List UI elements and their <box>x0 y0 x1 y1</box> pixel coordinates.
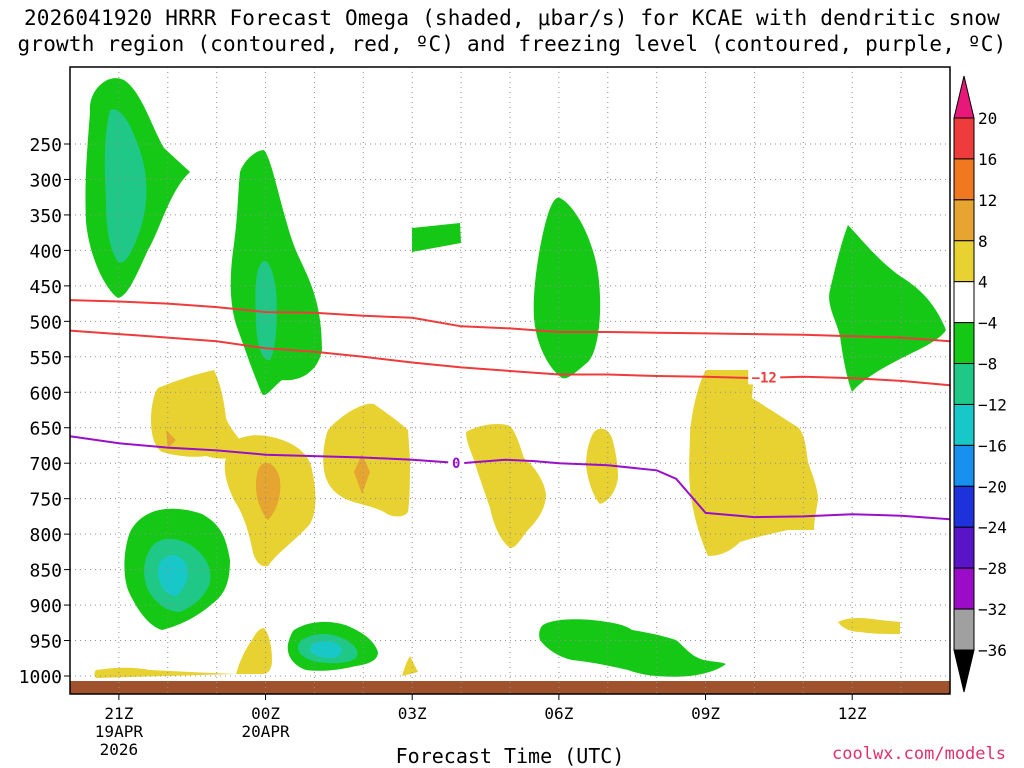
colorbar-label-2: 12 <box>978 191 997 210</box>
omega-region-yellow-02z <box>323 403 410 517</box>
y-tick-label-800: 800 <box>29 525 62 546</box>
colorbar-swatch-12 <box>953 608 975 651</box>
y-tick-label-1000: 1000 <box>19 667 62 688</box>
y-tick-label-350: 350 <box>29 206 62 227</box>
colorbar-label-0: 20 <box>978 109 997 128</box>
omega-region-lower-left-core <box>158 555 188 596</box>
colorbar-label-1: 16 <box>978 150 997 169</box>
colorbar-swatch-1 <box>953 158 975 201</box>
omega-shaded-regions <box>85 78 946 678</box>
chart-title-line-1: 2026041920 HRRR Forecast Omega (shaded, … <box>23 6 1001 30</box>
colorbar-label-3: 8 <box>978 232 988 251</box>
omega-region-low-core <box>310 641 342 658</box>
y-tick-label-650: 650 <box>29 419 62 440</box>
omega-region-low-06z-green <box>539 619 726 677</box>
colorbar-swatch-7 <box>953 403 975 446</box>
y-tick-label-400: 400 <box>29 241 62 262</box>
colorbar-swatch-8 <box>953 444 975 487</box>
colorbar-swatch-11 <box>953 567 975 610</box>
colorbar-swatch-3 <box>953 240 975 283</box>
source-credit: coolwx.com/models <box>832 744 1006 764</box>
colorbar-label-9: −20 <box>978 477 1007 496</box>
y-tick-label-900: 900 <box>29 596 62 617</box>
x-tick-label-24-0: 00Z <box>251 704 280 723</box>
x-tick-label-30-0: 06Z <box>544 704 573 723</box>
x-tick-label-24-1: 20APR <box>241 722 290 741</box>
grid-lines <box>70 67 951 694</box>
x-tick-label-21-0: 21Z <box>104 704 133 723</box>
omega-region-orange-02z <box>354 454 370 494</box>
omega-region-yellow-05z <box>466 424 546 548</box>
colorbar-bottom-arrow <box>953 649 975 693</box>
y-tick-label-500: 500 <box>29 312 62 333</box>
x-tick-label-21-2: 2026 <box>100 740 139 759</box>
y-tick-label-950: 950 <box>29 632 62 653</box>
colorbar-label-10: −24 <box>978 518 1007 537</box>
omega-region-300hpa-small <box>412 223 461 252</box>
colorbar-label-7: −12 <box>978 395 1007 414</box>
contour-label-zero: 0 <box>452 456 460 472</box>
y-tick-label-550: 550 <box>29 348 62 369</box>
y-tick-label-700: 700 <box>29 454 62 475</box>
contour-line-1 <box>69 329 951 387</box>
y-tick-label-300: 300 <box>29 170 62 191</box>
colorbar-swatch-10 <box>953 526 975 569</box>
colorbar-label-5: −4 <box>978 314 997 333</box>
colorbar-swatch-4 <box>953 281 975 324</box>
y-tick-label-250: 250 <box>29 135 62 156</box>
colorbar-label-4: 4 <box>978 273 988 292</box>
omega-region-orange-21z <box>166 430 176 448</box>
y-tick-label-450: 450 <box>29 277 62 298</box>
omega-region-upper-left-core <box>104 109 147 263</box>
colorbar-top-arrow <box>953 75 975 119</box>
chart-title-line-2: growth region (contoured, red, ºC) and f… <box>17 32 1007 56</box>
omega-region-yellow-03z-low <box>402 656 418 676</box>
y-tick-label-850: 850 <box>29 561 62 582</box>
colorbar-label-6: −8 <box>978 355 997 374</box>
colorbar-swatch-2 <box>953 199 975 242</box>
x-tick-label-21-1: 19APR <box>95 722 144 741</box>
x-axis-title: Forecast Time (UTC) <box>395 744 625 768</box>
omega-region-06z-green <box>533 197 601 379</box>
omega-colorbar: 20 16 12 8 4 −4 −8 −12 −16 −20 −24 −28 −32 −36 <box>953 75 1007 693</box>
colorbar-swatch-0 <box>953 117 975 160</box>
colorbar-swatch-6 <box>953 363 975 405</box>
omega-region-00z-green <box>230 150 322 395</box>
x-tick-label-33-0: 09Z <box>691 704 720 723</box>
omega-region-yellow-surface <box>94 667 236 678</box>
colorbar-label-13: −36 <box>978 641 1007 660</box>
omega-region-yellow-07z <box>586 428 618 504</box>
omega-region-yellow-09z <box>689 370 818 556</box>
omega-region-yellow-21z-upper <box>151 370 246 459</box>
omega-region-yellow-12z-low <box>838 618 900 634</box>
y-tick-label-750: 750 <box>29 490 62 511</box>
omega-region-orange-00z <box>256 462 281 520</box>
colorbar-label-8: −16 <box>978 436 1007 455</box>
omega-region-12z-green <box>829 225 946 392</box>
plot-frame <box>69 66 951 695</box>
omega-region-yellow-00z-low <box>236 628 272 674</box>
colorbar-swatch-9 <box>953 485 975 528</box>
y-tick-label-600: 600 <box>29 383 62 404</box>
colorbar-label-11: −28 <box>978 559 1007 578</box>
contour-line-0 <box>69 299 951 343</box>
colorbar-swatch-5 <box>953 322 975 365</box>
contour-label-background <box>448 455 465 471</box>
colorbar-label-12: −32 <box>978 600 1007 619</box>
x-tick-label-27-0: 03Z <box>398 704 427 723</box>
x-tick-label-36-0: 12Z <box>838 704 867 723</box>
contour-line-2 <box>69 435 951 521</box>
contour-label-minus12: −12 <box>752 370 777 386</box>
contour-label-background <box>748 369 781 385</box>
